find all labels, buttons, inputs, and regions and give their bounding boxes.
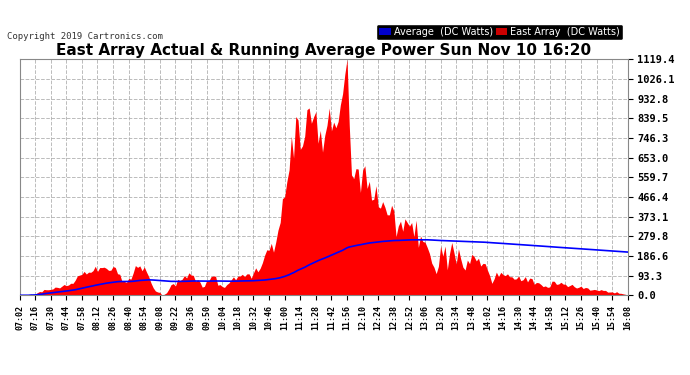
Text: Copyright 2019 Cartronics.com: Copyright 2019 Cartronics.com: [7, 32, 163, 41]
Legend: Average  (DC Watts), East Array  (DC Watts): Average (DC Watts), East Array (DC Watts…: [376, 24, 623, 40]
Title: East Array Actual & Running Average Power Sun Nov 10 16:20: East Array Actual & Running Average Powe…: [56, 43, 591, 58]
